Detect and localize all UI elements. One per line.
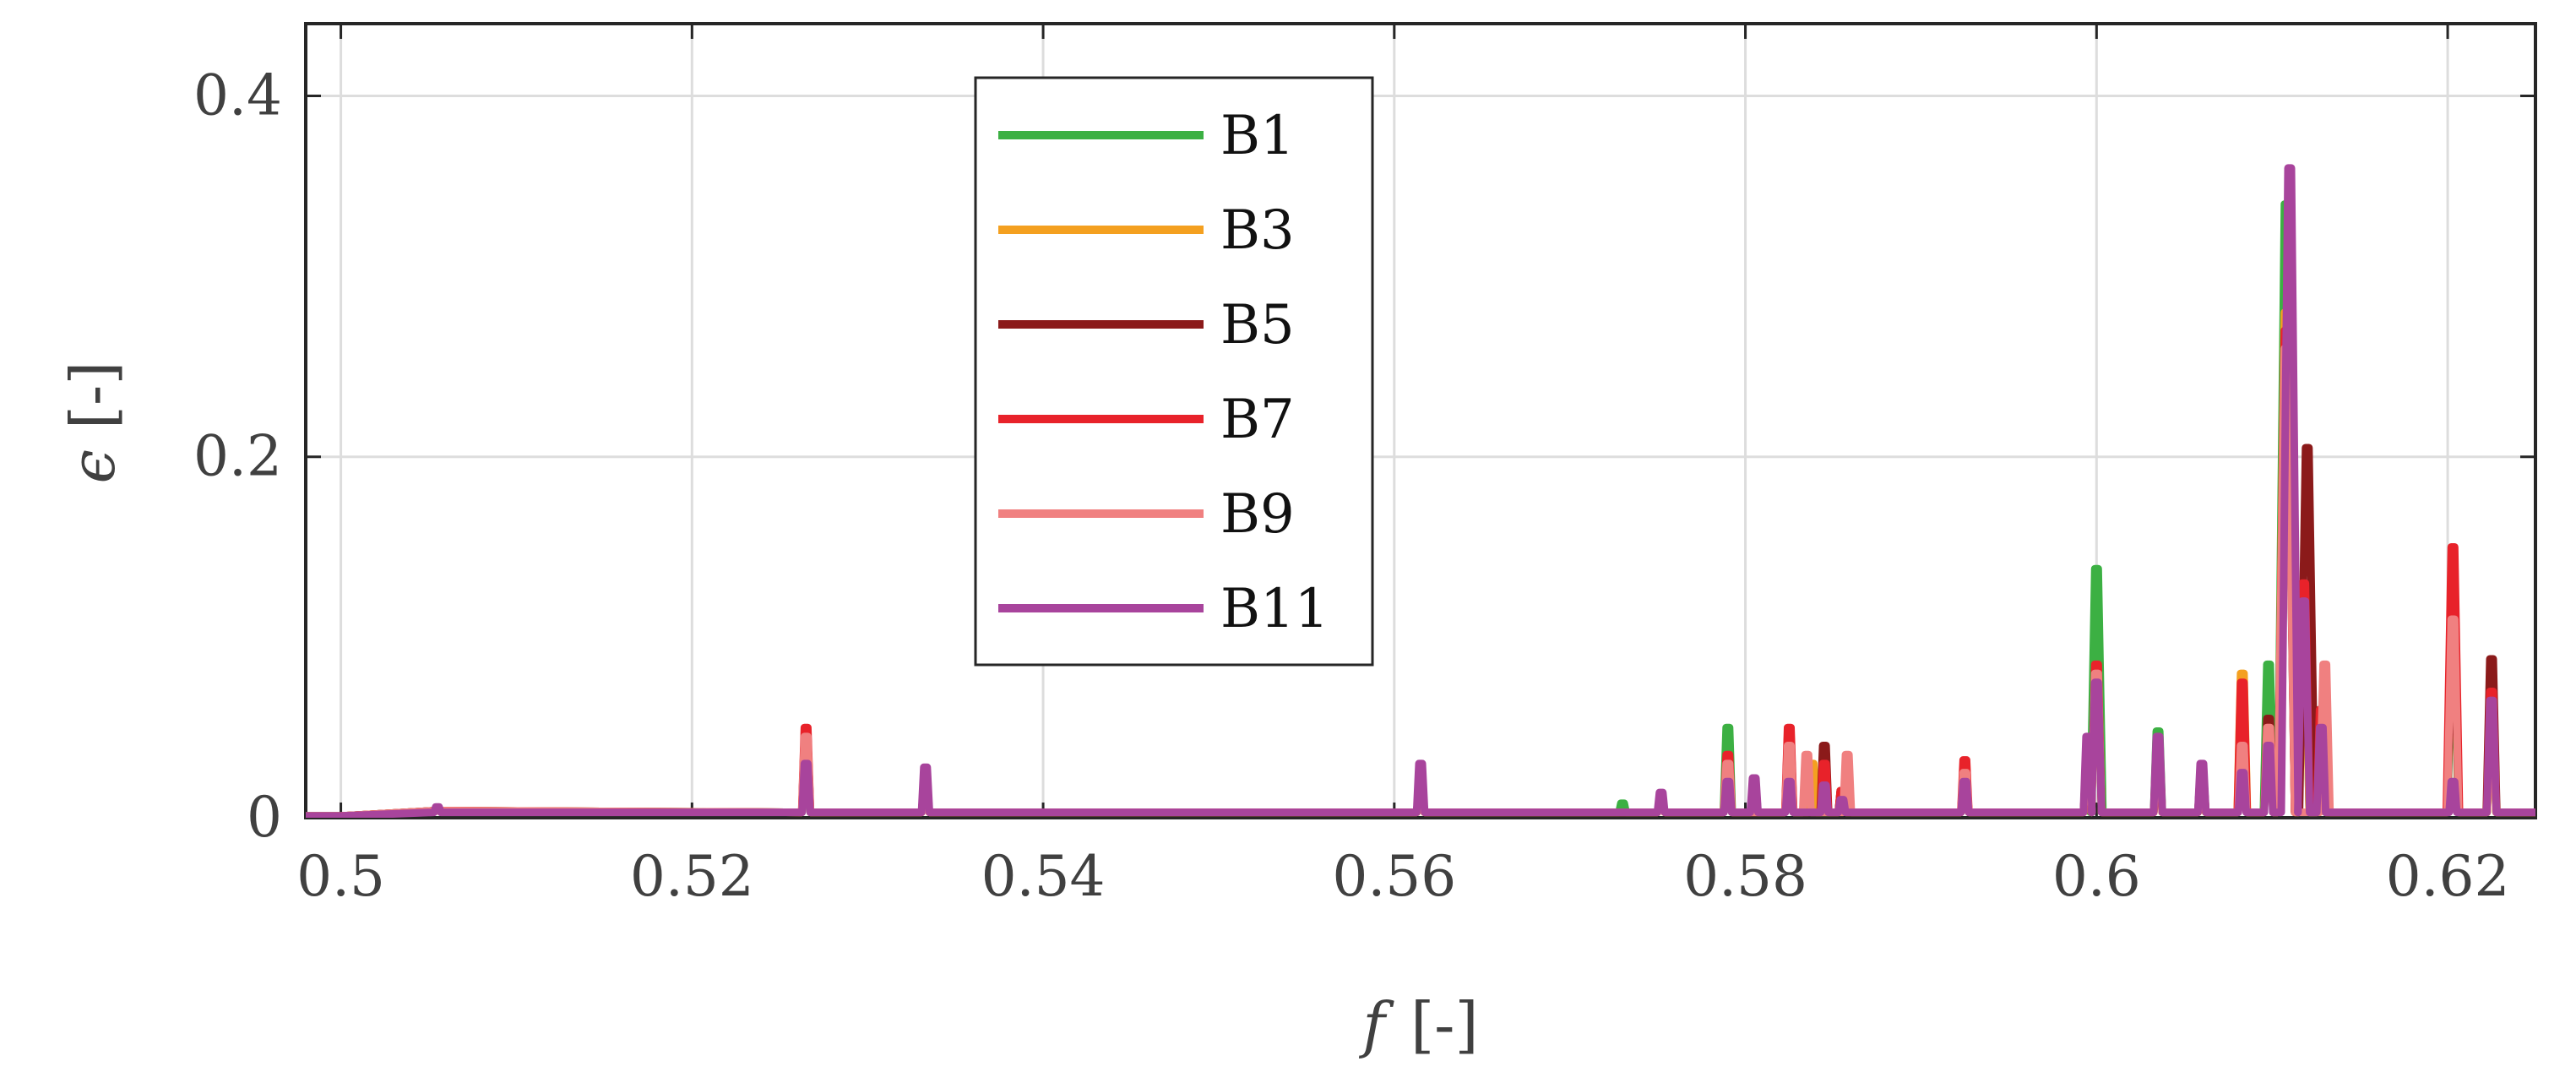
legend-label-b7: B7	[1220, 389, 1295, 451]
series-lines	[306, 164, 2535, 818]
legend: B1 B3 B5 B7 B9 B11	[974, 76, 1374, 667]
x-tick-label: 0.62	[2386, 844, 2510, 909]
series-line-b1	[306, 200, 2535, 818]
plot-area-border	[304, 22, 2537, 819]
y-tick-labels: 0 0.2 0.4	[193, 63, 282, 850]
series-line-b3	[306, 308, 2535, 818]
legend-label-b5: B5	[1220, 294, 1295, 356]
series-line-b11	[306, 164, 2535, 818]
series-line-b9	[306, 345, 2535, 818]
legend-label-b3: B3	[1220, 199, 1295, 262]
y-axis-unit: [-]	[57, 362, 128, 430]
axis-ticks	[306, 24, 2535, 819]
legend-label-b1: B1	[1220, 105, 1295, 167]
x-axis-symbol: f	[1358, 989, 1394, 1060]
legend-box	[974, 76, 1374, 667]
x-tick-label: 0.56	[1332, 844, 1456, 909]
y-tick-label: 0.4	[193, 63, 282, 128]
y-axis-symbol: ϵ	[57, 449, 128, 483]
y-tick-label: 0.2	[193, 424, 282, 489]
x-axis-unit: [-]	[1410, 989, 1479, 1060]
x-tick-label: 0.6	[2052, 844, 2141, 909]
x-tick-label: 0.58	[1683, 844, 1807, 909]
legend-label-b11: B11	[1220, 578, 1329, 640]
x-axis-label: f [-]	[1358, 989, 1478, 1060]
legend-label-b9: B9	[1220, 483, 1295, 546]
y-tick-label: 0	[247, 785, 282, 850]
x-tick-label: 0.54	[981, 844, 1106, 909]
series-line-b5	[306, 362, 2535, 818]
x-tick-labels: 0.5 0.52 0.54 0.56 0.58 0.6 0.62	[296, 844, 2509, 909]
y-axis-label: ϵ [-]	[57, 362, 128, 484]
x-tick-label: 0.52	[630, 844, 754, 909]
grid	[306, 24, 2535, 819]
series-line-b7	[306, 326, 2535, 818]
x-tick-label: 0.5	[296, 844, 385, 909]
